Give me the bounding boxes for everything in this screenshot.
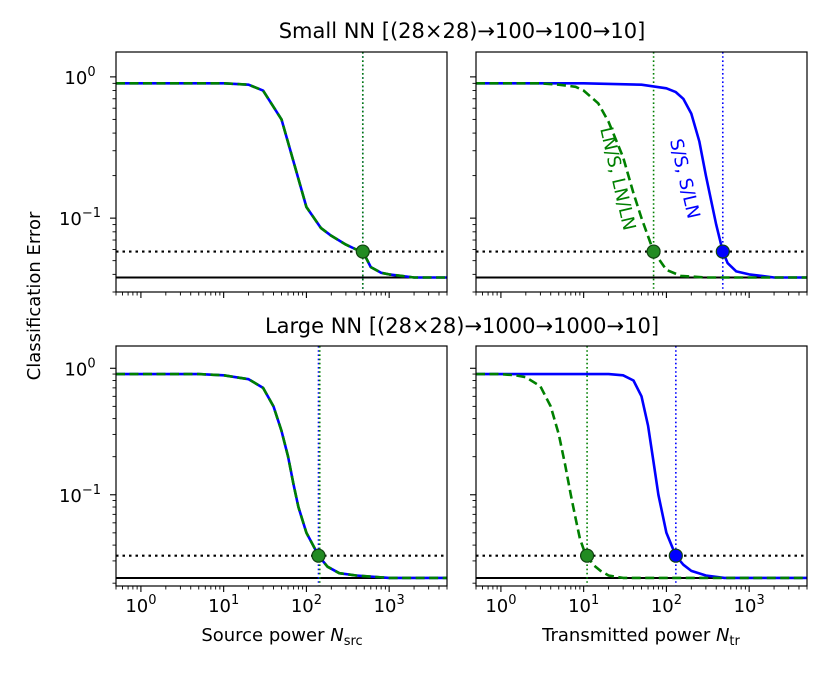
- y-tick-label: 100: [64, 356, 95, 380]
- annotation-blue: S/S, S/LN: [665, 137, 704, 221]
- plot-area: [476, 52, 807, 292]
- plot-area: [476, 346, 807, 586]
- x-tick-label: 103: [374, 593, 405, 617]
- axes-frame: [475, 51, 808, 293]
- marker-blue: [715, 244, 730, 259]
- x-tick-label: 101: [568, 593, 599, 617]
- y-axis-label: Classification Error: [24, 211, 45, 380]
- x-tick-label: 103: [734, 593, 765, 617]
- panel-small-source: 100 10−1: [59, 51, 448, 298]
- row-title-small: Small NN [(28×28)→100→100→10]: [279, 19, 646, 43]
- plot-area: [116, 52, 447, 292]
- series-blue: [116, 372, 447, 580]
- x-tick-label: 102: [291, 593, 322, 617]
- series-green: [476, 372, 807, 580]
- series-blue: [476, 82, 807, 279]
- y-tick-label: 10−1: [59, 206, 101, 230]
- x-tick-label: 102: [651, 593, 682, 617]
- x-axis-label-source: Source power Nsrc: [201, 625, 362, 649]
- series-blue: [476, 372, 807, 580]
- series-green: [476, 82, 807, 279]
- marker-blue: [668, 548, 683, 563]
- marker-marker_green: [646, 244, 661, 259]
- series-green: [116, 372, 447, 580]
- axes-frame: [115, 345, 448, 587]
- x-tick-label: 100: [485, 593, 516, 617]
- panel-small-transmitted: [470, 51, 808, 298]
- x-axis-label-transmitted: Transmitted power Ntr: [541, 625, 740, 649]
- row-title-large: Large NN [(28×28)→1000→1000→10]: [265, 314, 659, 338]
- panel-large-source: 100 101 102 103 100 10−1: [59, 345, 448, 617]
- x-tick-label: 101: [208, 593, 239, 617]
- y-tick-label: 100: [64, 65, 95, 89]
- panel-large-transmitted: 100 101 102 103: [470, 345, 808, 617]
- series-blue: [116, 82, 447, 279]
- annotation-green: LN/S, LN/LN: [595, 125, 639, 233]
- axes-frame: [475, 345, 808, 587]
- axes-frame: [115, 51, 448, 293]
- series-green: [116, 82, 447, 279]
- marker-marker_green: [311, 548, 326, 563]
- y-tick-label: 10−1: [59, 483, 101, 507]
- x-tick-label: 100: [125, 593, 156, 617]
- plot-area: [116, 346, 447, 586]
- marker-marker_green: [579, 548, 595, 563]
- marker-marker_green: [355, 244, 370, 259]
